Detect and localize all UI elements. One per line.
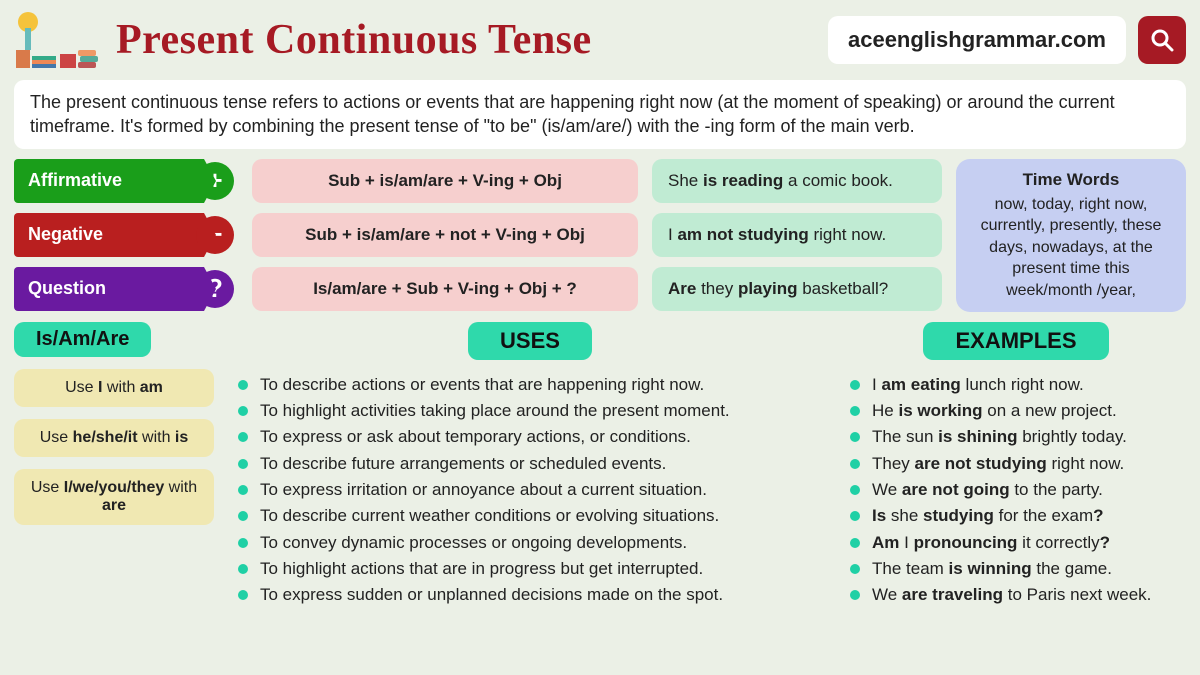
uses-item: To describe current weather conditions o…	[238, 503, 826, 529]
uses-item: To convey dynamic processes or ongoing d…	[238, 530, 826, 556]
search-icon	[1150, 28, 1174, 52]
usage-am: Use I with am	[14, 369, 214, 407]
example-item: Am I pronouncing it correctly?	[850, 530, 1186, 556]
uses-list: To describe actions or events that are h…	[234, 372, 826, 609]
example-item: We are not going to the party.	[850, 477, 1186, 503]
uses-item: To express sudden or unplanned decisions…	[238, 582, 826, 608]
time-words-title: Time Words	[970, 169, 1172, 192]
isamare-column: Is/Am/Are Use I with am Use he/she/it wi…	[14, 322, 214, 609]
logo-cluster	[14, 10, 104, 70]
uses-item: To describe actions or events that are h…	[238, 372, 826, 398]
structure-grid: Affirmative + Negative − Question ? Sub …	[14, 159, 1186, 312]
example-item: The team is winning the game.	[850, 556, 1186, 582]
affirmative-example: She is reading a comic book.	[652, 159, 942, 203]
example-item: The sun is shining brightly today.	[850, 424, 1186, 450]
usage-is: Use he/she/it with is	[14, 419, 214, 457]
uses-item: To express irritation or annoyance about…	[238, 477, 826, 503]
negative-formula: Sub + is/am/are + not + V-ing + Obj	[252, 213, 638, 257]
uses-item: To highlight actions that are in progres…	[238, 556, 826, 582]
examples-pill: EXAMPLES	[923, 322, 1108, 360]
question-label: Question	[28, 278, 106, 299]
affirmative-formula: Sub + is/am/are + V-ing + Obj	[252, 159, 638, 203]
question-tag: Question ?	[14, 267, 204, 311]
plus-icon: +	[196, 162, 234, 200]
example-item: They are not studying right now.	[850, 451, 1186, 477]
tag-column: Affirmative + Negative − Question ?	[14, 159, 204, 312]
uses-item: To highlight activities taking place aro…	[238, 398, 826, 424]
page-title: Present Continuous Tense	[116, 16, 816, 64]
time-words-body: now, today, right now, currently, presen…	[981, 196, 1162, 299]
question-example: Are they playing basketball?	[652, 267, 942, 311]
uses-column: USES To describe actions or events that …	[234, 322, 826, 609]
example-item: We are traveling to Paris next week.	[850, 582, 1186, 608]
minus-icon: −	[196, 216, 234, 254]
uses-pill: USES	[468, 322, 592, 360]
example-item: Is she studying for the exam?	[850, 503, 1186, 529]
header: Present Continuous Tense aceenglishgramm…	[14, 10, 1186, 70]
example-column: She is reading a comic book. I am not st…	[652, 159, 942, 312]
negative-example: I am not studying right now.	[652, 213, 942, 257]
time-words-box: Time Words now, today, right now, curren…	[956, 159, 1186, 312]
example-item: He is working on a new project.	[850, 398, 1186, 424]
example-item: I am eating lunch right now.	[850, 372, 1186, 398]
negative-label: Negative	[28, 224, 103, 245]
bottom-grid: Is/Am/Are Use I with am Use he/she/it wi…	[14, 322, 1186, 609]
question-formula: Is/am/are + Sub + V-ing + Obj + ?	[252, 267, 638, 311]
affirmative-tag: Affirmative +	[14, 159, 204, 203]
usage-are: Use I/we/you/they with are	[14, 469, 214, 525]
search-button[interactable]	[1138, 16, 1186, 64]
description-box: The present continuous tense refers to a…	[14, 80, 1186, 149]
negative-tag: Negative −	[14, 213, 204, 257]
question-icon: ?	[196, 270, 234, 308]
examples-column: EXAMPLES I am eating lunch right now.He …	[846, 322, 1186, 609]
formula-column: Sub + is/am/are + V-ing + Obj Sub + is/a…	[252, 159, 638, 312]
site-url: aceenglishgrammar.com	[828, 16, 1126, 64]
uses-item: To express or ask about temporary action…	[238, 424, 826, 450]
examples-list: I am eating lunch right now.He is workin…	[846, 372, 1186, 609]
uses-item: To describe future arrangements or sched…	[238, 451, 826, 477]
affirmative-label: Affirmative	[28, 170, 122, 191]
isamare-pill: Is/Am/Are	[14, 322, 151, 357]
